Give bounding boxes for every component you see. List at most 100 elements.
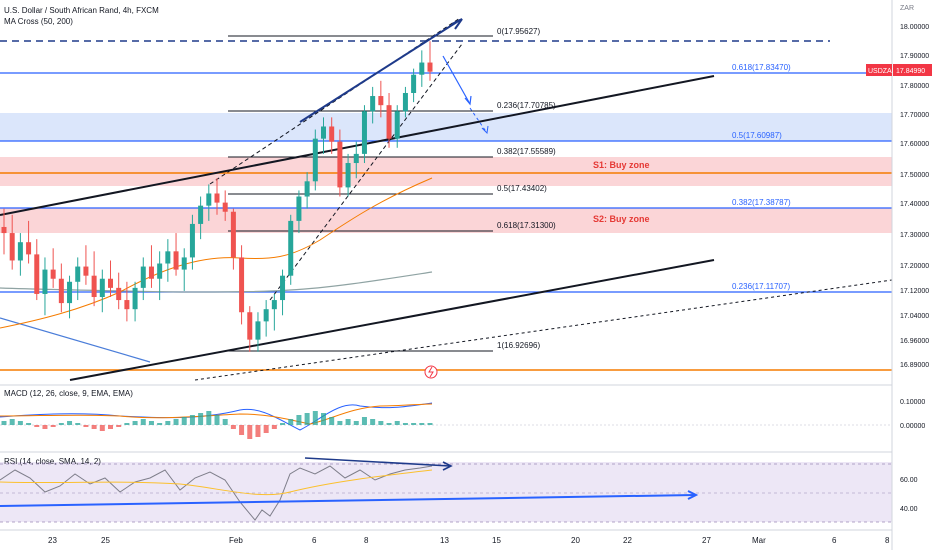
macd-histogram-bar (91, 425, 97, 429)
macd-histogram-bar (140, 419, 146, 425)
macd-histogram-bar (124, 423, 130, 425)
fib-lines (228, 35, 493, 352)
macd-histogram-bar (132, 421, 138, 425)
macd-histogram-bar (83, 425, 89, 427)
blue-label-0618: 0.618(17.83470) (732, 63, 791, 72)
descending-blue-line (0, 317, 151, 363)
candle-body (165, 251, 171, 264)
macd-histogram-bar (230, 425, 236, 429)
candle-body (378, 96, 384, 106)
time-tick: 25 (101, 536, 110, 545)
macd-pane: MACD (12, 26, close, 9, EMA, EMA) (0, 389, 892, 439)
rsi-divergence-arrowhead-icon (442, 461, 453, 471)
time-tick: 22 (623, 536, 632, 545)
candle-body (206, 193, 212, 206)
candle-body (370, 96, 376, 112)
blue-label-05: 0.5(17.60987) (732, 131, 782, 140)
zone-labels: S1: Buy zone S2: Buy zone (593, 160, 650, 224)
price-axis[interactable]: ZAR 18.00000 17.90000 17.80000 17.70000 … (866, 5, 932, 513)
projection-arrow-2 (469, 107, 488, 134)
candle-body (402, 92, 408, 112)
candle-body (304, 181, 310, 197)
macd-histogram-bar (26, 423, 32, 425)
symbol-badge (866, 64, 892, 76)
candle-body (411, 74, 417, 93)
macd-histogram-bar (321, 413, 326, 425)
macd-title: MACD (12, 26, close, 9, EMA, EMA) (4, 389, 133, 398)
macd-histogram-bar (42, 425, 48, 429)
macd-histogram-bar (419, 423, 425, 425)
candle-body (427, 62, 433, 72)
macd-histogram-bar (402, 423, 408, 425)
time-tick: Mar (752, 536, 766, 545)
macd-histogram-bar (198, 413, 204, 425)
macd-histogram-bar (296, 415, 302, 425)
s1-buy-zone (0, 157, 892, 186)
s1-zone-label: S1: Buy zone (593, 160, 650, 170)
price-tick: 17.90000 (900, 53, 929, 60)
candle-body (361, 111, 367, 154)
candle-body (83, 266, 89, 276)
candle-body (34, 254, 40, 294)
macd-histogram-bar (165, 421, 171, 425)
candle-body (116, 287, 122, 301)
candle-body (42, 269, 48, 294)
candle-body (288, 220, 294, 276)
projection-arrowhead-1-icon (464, 95, 472, 106)
candle-body (280, 275, 286, 301)
candle-body (255, 321, 261, 340)
candle-body (124, 300, 130, 310)
candle-body (157, 263, 163, 279)
macd-histogram-bar (353, 421, 359, 425)
candle-body (239, 257, 245, 313)
s2-buy-zone (0, 208, 892, 233)
candle-body (214, 193, 220, 203)
macd-histogram-bar (108, 425, 113, 429)
candle-body (189, 223, 195, 258)
time-tick: Feb (229, 536, 243, 545)
alert-clock-icon[interactable] (424, 365, 438, 379)
macd-histogram-bar (214, 415, 220, 425)
macd-histogram-bar (337, 421, 343, 425)
macd-histogram-bar (394, 421, 400, 425)
candle-body (329, 126, 335, 142)
macd-histogram-bar (1, 421, 7, 425)
macd-histogram-bar (255, 425, 261, 437)
macd-histogram-bar (378, 421, 384, 425)
time-tick: 8 (364, 536, 369, 545)
macd-histogram-bar (148, 421, 154, 425)
dotted-support-line (194, 279, 893, 381)
macd-histogram-bar (263, 425, 269, 433)
price-tick: 17.20000 (900, 263, 929, 270)
macd-histogram-bar (17, 421, 23, 425)
lower-channel-line (69, 259, 715, 381)
time-axis[interactable]: 23 25 Feb 6 8 13 15 20 22 27 Mar 6 8 (48, 536, 890, 545)
price-tick: 17.60000 (900, 141, 929, 148)
price-tick: 17.04000 (900, 313, 929, 320)
zones-layer (0, 113, 892, 522)
macd-line (0, 402, 433, 431)
price-tick: 17.80000 (900, 83, 929, 90)
macd-histogram-bar (34, 425, 40, 427)
rsi-tick: 60.00 (900, 477, 918, 484)
time-tick: 27 (702, 536, 711, 545)
macd-histogram-bar (361, 417, 367, 425)
ma-200-line (0, 271, 433, 293)
candle-body (394, 111, 400, 139)
candle-body (99, 278, 105, 298)
fib-label-0236: 0.236(17.70785) (497, 101, 556, 110)
candle-body (247, 312, 253, 340)
projection-arrow-1 (442, 55, 471, 105)
macd-histogram-bar (116, 425, 122, 427)
rsi-support-arrowhead-icon (687, 490, 699, 500)
candle-body (419, 62, 425, 75)
fib-label-0618: 0.618(17.31300) (497, 221, 556, 230)
trendlines (0, 17, 893, 381)
macd-histogram-bar (386, 423, 392, 425)
macd-histogram-bar (206, 411, 212, 425)
fib-label-1: 1(16.92696) (497, 341, 540, 350)
macd-histogram-bar (271, 425, 277, 429)
macd-histogram-bar (370, 419, 376, 425)
price-tick: 17.40000 (900, 201, 929, 208)
